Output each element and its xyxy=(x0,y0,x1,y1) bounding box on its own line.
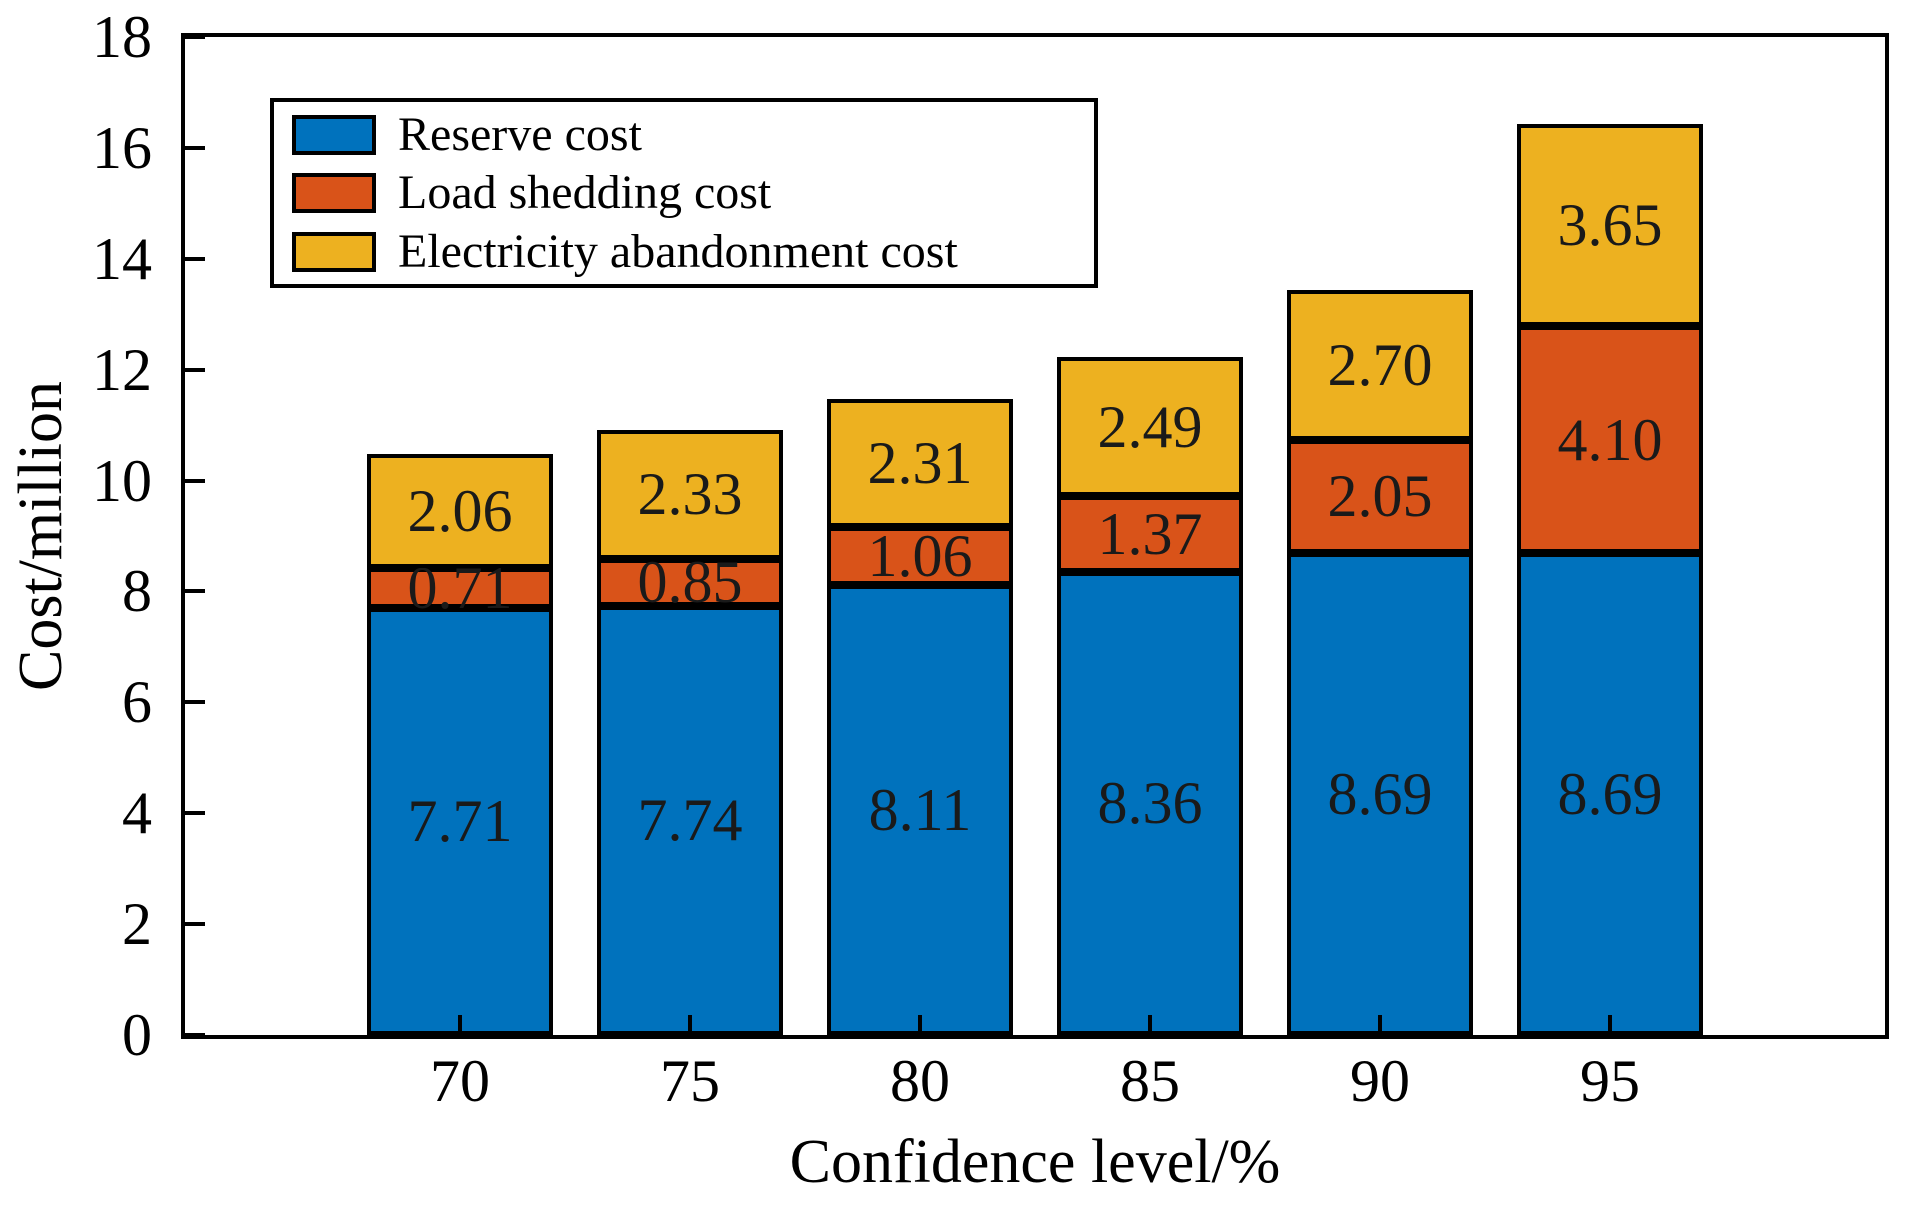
y-tick-mark xyxy=(185,478,205,483)
bar-segment-load-shedding-cost xyxy=(1057,495,1243,572)
bar-segment-load-shedding-cost xyxy=(367,568,553,608)
legend-swatch xyxy=(292,173,376,213)
legend-label: Reserve cost xyxy=(398,107,642,161)
legend-item-reserve-cost: Reserve cost xyxy=(274,107,1094,161)
bar-segment-reserve-cost xyxy=(1057,571,1243,1035)
bar-segment-load-shedding-cost xyxy=(1517,325,1703,554)
bar-segment-load-shedding-cost xyxy=(1287,439,1473,554)
bar-segment-reserve-cost xyxy=(597,605,783,1035)
bar-segment-electricity-abandonment-cost xyxy=(827,398,1013,527)
bar-segment-reserve-cost xyxy=(367,607,553,1035)
x-tick-mark xyxy=(688,1015,692,1035)
x-axis-title: Confidence level/% xyxy=(789,1128,1281,1196)
y-tick-mark xyxy=(185,589,205,594)
legend-swatch xyxy=(292,231,376,272)
x-tick-label: 70 xyxy=(430,1048,490,1114)
bar-segment-reserve-cost xyxy=(1517,553,1703,1035)
y-tick-label: 18 xyxy=(92,4,152,70)
y-tick-mark xyxy=(185,1033,205,1037)
bar-segment-electricity-abandonment-cost xyxy=(367,453,553,569)
legend: Reserve cost Load shedding cost Electricit… xyxy=(270,98,1098,288)
x-tick-label: 85 xyxy=(1120,1048,1180,1114)
x-tick-mark xyxy=(458,1015,462,1035)
y-tick-mark xyxy=(185,367,205,372)
x-tick-label: 80 xyxy=(890,1048,950,1114)
legend-label: Load shedding cost xyxy=(398,166,772,219)
x-tick-mark xyxy=(1378,1015,1382,1035)
y-tick-mark xyxy=(185,35,205,39)
bar-segment-load-shedding-cost xyxy=(597,558,783,606)
x-tick-label: 95 xyxy=(1580,1048,1640,1114)
bar-segment-reserve-cost xyxy=(827,585,1013,1035)
y-tick-label: 0 xyxy=(122,1002,152,1068)
y-tick-label: 14 xyxy=(92,225,152,292)
y-tick-label: 12 xyxy=(92,336,152,403)
x-tick-label: 90 xyxy=(1350,1048,1410,1114)
bar-segment-electricity-abandonment-cost xyxy=(597,429,783,559)
y-tick-mark xyxy=(185,256,205,261)
y-tick-label: 10 xyxy=(92,447,152,514)
x-tick-mark xyxy=(1148,1015,1152,1035)
y-axis-title: Cost/million xyxy=(7,380,75,692)
x-tick-mark xyxy=(1608,1015,1612,1035)
legend-label: Electricity abandonment cost xyxy=(398,224,958,278)
y-tick-label: 8 xyxy=(122,558,152,625)
x-tick-mark xyxy=(918,1015,922,1035)
bar-segment-load-shedding-cost xyxy=(827,526,1013,586)
legend-item-load-shedding-cost: Load shedding cost xyxy=(274,167,1094,219)
bar-segment-electricity-abandonment-cost xyxy=(1287,289,1473,440)
y-tick-label: 6 xyxy=(122,669,152,736)
y-tick-mark xyxy=(185,145,205,150)
bar-segment-reserve-cost xyxy=(1287,553,1473,1035)
y-tick-mark xyxy=(185,700,205,705)
bar-segment-electricity-abandonment-cost xyxy=(1517,123,1703,326)
legend-item-electricity-abandonment-cost: Electricity abandonment cost xyxy=(274,224,1094,278)
y-tick-label: 16 xyxy=(92,114,152,181)
y-tick-label: 4 xyxy=(122,780,152,847)
bar-segment-electricity-abandonment-cost xyxy=(1057,357,1243,496)
y-tick-label: 2 xyxy=(122,891,152,958)
legend-swatch xyxy=(292,114,376,155)
y-tick-mark xyxy=(185,922,205,927)
x-tick-label: 75 xyxy=(660,1048,720,1114)
y-tick-mark xyxy=(185,811,205,816)
